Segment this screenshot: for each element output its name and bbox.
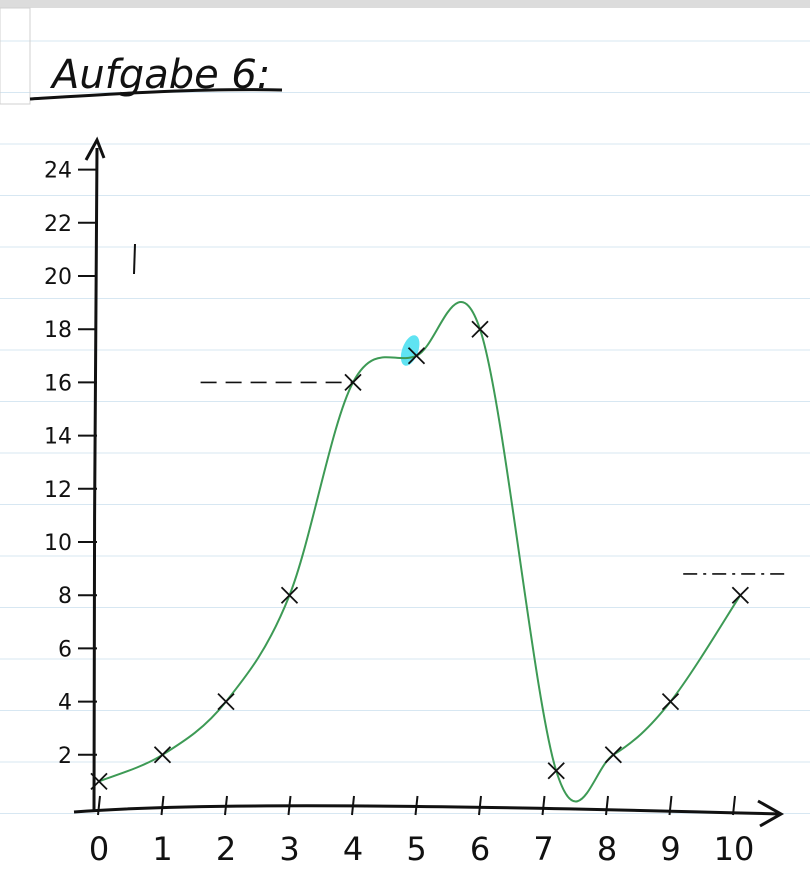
cursor-mark xyxy=(133,243,136,275)
x-tick-label: 5 xyxy=(406,830,426,868)
series-line xyxy=(98,301,742,803)
data-point-marker xyxy=(604,746,622,764)
y-tick-label: 22 xyxy=(44,212,72,237)
y-tick-label: 12 xyxy=(44,478,72,503)
x-tick-label: 2 xyxy=(216,830,236,868)
y-tick-label: 16 xyxy=(44,371,72,396)
y-axis-arrow xyxy=(84,136,106,161)
data-point-marker xyxy=(547,762,565,780)
y-tick-label: 18 xyxy=(44,318,72,343)
x-tick xyxy=(668,795,673,816)
axes xyxy=(73,136,785,828)
margin-box xyxy=(0,7,31,105)
data-point-marker xyxy=(344,373,362,392)
x-tick-label: 6 xyxy=(470,830,490,868)
x-tick xyxy=(478,795,482,816)
x-tick xyxy=(414,795,419,816)
y-tick-label: 6 xyxy=(58,637,72,662)
x-tick xyxy=(605,795,609,816)
data-point-marker xyxy=(217,692,235,711)
x-tick xyxy=(224,795,228,816)
x-tick-label: 4 xyxy=(343,830,363,868)
x-tick-label: 1 xyxy=(152,830,172,868)
x-tick xyxy=(97,795,101,816)
data-point-marker xyxy=(153,746,172,764)
x-tick xyxy=(160,795,165,816)
x-tick-label: 0 xyxy=(89,830,109,868)
y-axis-line xyxy=(92,147,99,813)
x-axis-line xyxy=(73,804,781,816)
y-tick-label: 10 xyxy=(44,531,72,556)
y-tick-label: 8 xyxy=(58,584,72,609)
data-point-marker xyxy=(407,347,426,365)
x-tick xyxy=(732,795,736,816)
y-tick-label: 24 xyxy=(44,159,72,184)
x-axis-arrow xyxy=(757,799,785,828)
data-point-marker xyxy=(661,692,680,711)
y-tick-label: 2 xyxy=(58,744,72,769)
x-tick-label: 3 xyxy=(279,830,299,868)
window-top-bar xyxy=(0,0,810,8)
x-tick-label: 9 xyxy=(660,830,680,868)
y-tick-label: 14 xyxy=(44,425,72,450)
y-tick-label: 4 xyxy=(58,691,72,716)
data-point-marker xyxy=(90,772,108,791)
x-tick-label: 10 xyxy=(714,830,755,868)
x-tick-label: 7 xyxy=(533,830,553,868)
paper-ruled-lines xyxy=(0,40,810,814)
data-point-marker xyxy=(471,320,489,338)
x-tick-label: 8 xyxy=(597,830,617,868)
x-tick xyxy=(351,795,355,816)
x-tick xyxy=(541,795,546,816)
x-tick xyxy=(287,795,292,816)
heading-underline xyxy=(29,88,283,101)
data-point-marker xyxy=(280,586,299,604)
data-point-marker xyxy=(731,586,749,604)
y-tick-label: 20 xyxy=(44,265,72,290)
